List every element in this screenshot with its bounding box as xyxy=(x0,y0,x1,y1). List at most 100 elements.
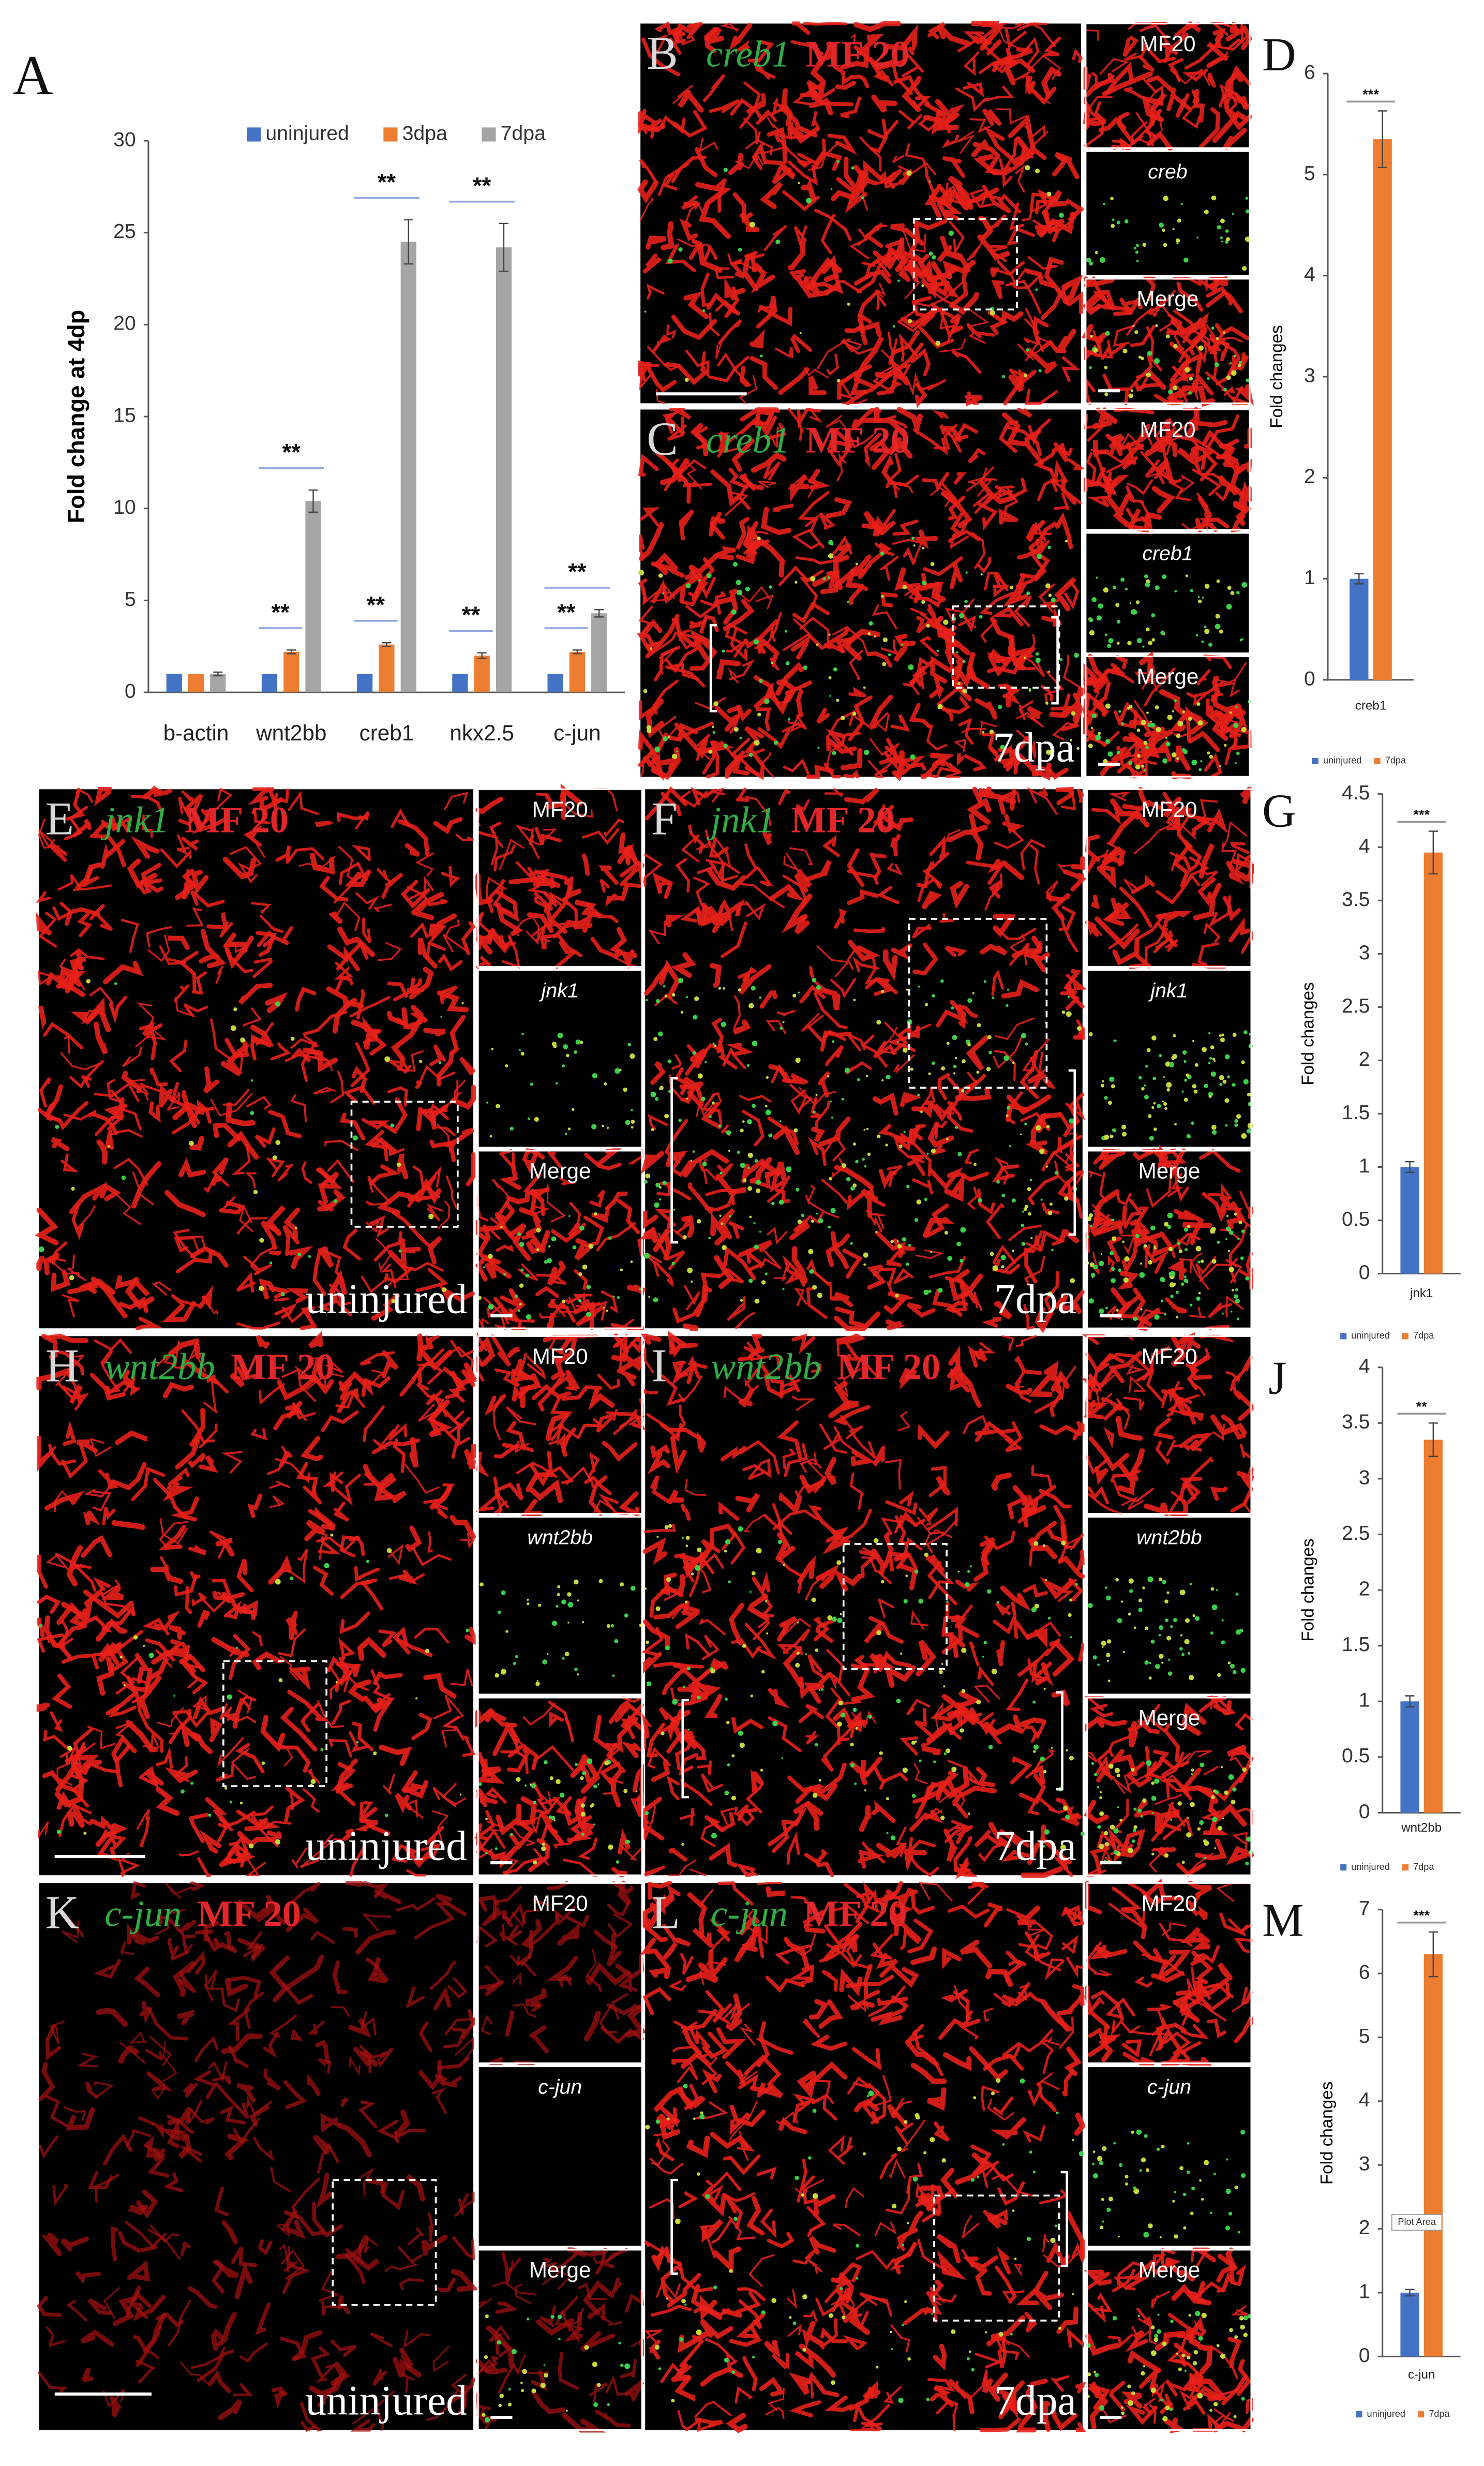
tissue-fiber xyxy=(892,519,919,536)
tissue-fiber xyxy=(411,892,444,920)
signal-dot xyxy=(976,1700,981,1705)
tissue-fiber xyxy=(1240,786,1253,805)
tissue-fiber xyxy=(706,292,741,316)
signal-dot xyxy=(748,1279,753,1283)
tissue-fiber xyxy=(99,1183,121,1201)
signal-dot xyxy=(1198,768,1202,771)
signal-dot xyxy=(620,1268,623,1271)
tissue-fiber xyxy=(69,1182,108,1214)
tissue-fiber xyxy=(565,1293,588,1312)
signal-dot xyxy=(1197,596,1200,598)
tissue-fiber xyxy=(948,496,965,521)
tissue-fiber xyxy=(1102,71,1153,97)
tissue-fiber xyxy=(316,1167,339,1188)
tissue-fiber xyxy=(782,874,808,909)
tissue-fiber xyxy=(833,542,852,564)
signal-dot xyxy=(1028,689,1031,692)
tissue-fiber xyxy=(890,834,901,857)
tissue-fiber xyxy=(203,1295,218,1315)
signal-dot xyxy=(1174,590,1177,593)
tissue-fiber xyxy=(963,51,980,76)
tissue-fiber xyxy=(1207,72,1216,88)
tissue-fiber xyxy=(178,1157,206,1178)
signal-dot xyxy=(1194,1616,1200,1621)
signal-dot xyxy=(1070,739,1072,742)
tissue-fiber xyxy=(695,1284,712,1317)
signal-dot xyxy=(531,1783,536,1789)
tissue-fiber xyxy=(970,21,999,27)
signal-dot xyxy=(685,1536,690,1540)
signal-dot xyxy=(1119,1819,1122,1822)
tissue-fiber xyxy=(807,257,843,291)
tissue-fiber xyxy=(987,310,1008,335)
signal-dot xyxy=(685,583,691,588)
signal-dot xyxy=(603,1306,605,1309)
signal-dot xyxy=(1103,202,1105,205)
signal-dot xyxy=(1222,1079,1227,1084)
signal-dot xyxy=(1227,586,1232,590)
signal-dot xyxy=(581,1833,584,1836)
signal-dot xyxy=(1120,1600,1123,1603)
signal-dot xyxy=(1190,589,1193,592)
tissue-fiber xyxy=(590,937,620,959)
tissue-fiber xyxy=(1061,356,1081,382)
tissue-fiber xyxy=(1208,705,1224,720)
tissue-fiber xyxy=(717,546,736,556)
tissue-fiber xyxy=(576,1301,607,1321)
signal-dot xyxy=(608,1236,612,1240)
tissue-fiber xyxy=(977,1189,995,1215)
tissue-fiber xyxy=(1008,1224,1042,1242)
signal-dot xyxy=(533,1860,537,1865)
tissue-fiber xyxy=(810,1096,821,1118)
tissue-fiber xyxy=(921,572,943,601)
signal-dot xyxy=(1091,597,1097,602)
tissue-fiber xyxy=(811,1126,826,1142)
signal-dot xyxy=(962,660,966,663)
inset-label: MF20 xyxy=(532,1891,588,1915)
signal-dot xyxy=(781,1757,784,1759)
tissue-fiber xyxy=(957,35,988,53)
tissue-fiber xyxy=(864,222,884,248)
tissue-fiber xyxy=(1040,685,1054,702)
signal-dot xyxy=(765,1109,771,1116)
tissue-fiber xyxy=(252,957,273,978)
signal-dot xyxy=(630,1585,636,1591)
tissue-fiber xyxy=(646,284,665,300)
signal-dot xyxy=(785,661,790,665)
signal-dot xyxy=(663,985,666,988)
signal-dot xyxy=(1167,715,1173,720)
tissue-fiber xyxy=(1026,706,1043,719)
signal-dot xyxy=(527,2318,530,2321)
signal-dot xyxy=(1185,574,1189,577)
signal-dot xyxy=(1093,1265,1098,1270)
tissue-fiber xyxy=(1096,407,1110,424)
signal-dot xyxy=(1176,734,1181,738)
signal-dot xyxy=(1103,587,1108,593)
tissue-fiber xyxy=(883,737,898,770)
signal-dot xyxy=(1153,1127,1157,1131)
signal-dot xyxy=(1117,1618,1122,1624)
tissue-fiber xyxy=(1206,286,1233,306)
signal-dot xyxy=(960,1259,964,1263)
tissue-fiber xyxy=(1039,599,1059,608)
tissue-fiber xyxy=(1056,863,1075,874)
signal-dot xyxy=(384,1056,391,1062)
tissue-fiber xyxy=(934,618,957,638)
tissue-fiber xyxy=(1036,539,1050,558)
tissue-fiber xyxy=(723,589,739,625)
signal-dot xyxy=(1093,1773,1097,1776)
signal-dot xyxy=(668,258,673,264)
tissue-fiber xyxy=(752,142,764,170)
signal-dot xyxy=(778,1199,784,1205)
signal-dot xyxy=(1130,389,1134,392)
tissue-fiber xyxy=(1172,364,1189,384)
tissue-fiber xyxy=(966,1035,989,1071)
signal-dot xyxy=(739,1742,745,1748)
tissue-fiber xyxy=(1157,911,1193,920)
signal-dot xyxy=(1154,1778,1160,1784)
signal-dot xyxy=(1165,736,1167,739)
tissue-fiber xyxy=(714,591,727,615)
condition-label: 7dpa xyxy=(993,724,1074,771)
signal-dot xyxy=(1033,1744,1039,1750)
